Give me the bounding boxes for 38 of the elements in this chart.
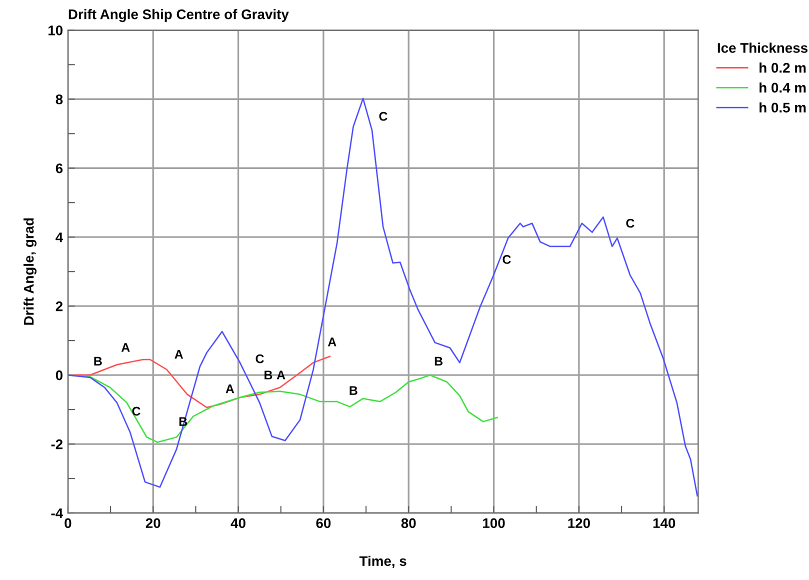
annotation: A [174,350,184,359]
x-tick-label: 140 [653,518,676,528]
x-tick-label: 40 [230,518,246,528]
x-tick-label: 60 [316,518,331,528]
x-tick-label: 20 [146,518,160,528]
annotation: B [350,386,358,395]
annotation: C [132,406,140,416]
x-tick-label: 0 [64,518,72,528]
y-tick-label: 10 [48,25,63,36]
annotation: A [328,338,336,346]
x-axis-title: Time, s [359,556,406,568]
x-tick-label: 100 [483,518,505,528]
annotation: C [379,112,388,121]
chart-title: Drift Angle Ship Centre of Gravity [68,9,289,22]
legend-label: h 0.2 m [760,62,806,73]
annotation: B [94,356,102,366]
y-tick-label: 4 [56,232,64,242]
y-tick-label: -4 [51,508,64,518]
annotation: C [626,218,634,228]
y-tick-label: -2 [51,439,63,450]
annotation: C [256,354,264,364]
legend-title: Ice Thickness [718,42,808,53]
legend-label: h 0.5 m [760,102,806,113]
y-tick-label: 8 [56,94,63,104]
line-series [68,98,698,496]
legend-label: h 0.4 m [760,82,806,93]
x-tick-label: 120 [568,518,590,528]
y-tick-label: 0 [56,370,63,380]
x-tick-label: 80 [401,518,416,528]
y-axis-title: Drift Angle, grad [24,218,37,325]
annotation: A [121,343,130,352]
annotation: B [434,356,443,366]
y-tick-label: 6 [56,163,63,174]
y-tick-label: 2 [56,301,63,312]
annotation: C [502,255,511,264]
annotation: A [276,370,286,380]
annotation: A [226,384,234,394]
annotation: B [264,370,272,380]
